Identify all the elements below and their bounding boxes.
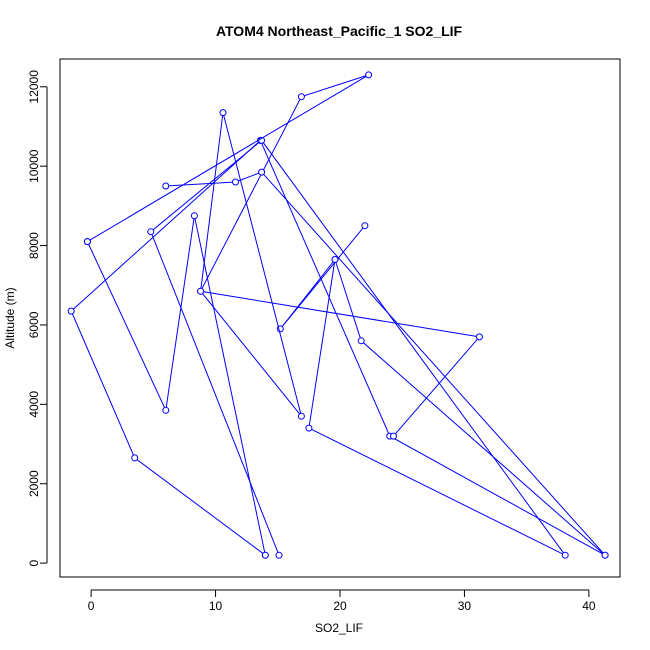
data-point xyxy=(197,287,205,295)
chart-title: ATOM4 Northeast_Pacific_1 SO2_LIF xyxy=(216,23,463,39)
x-axis-label: SO2_LIF xyxy=(315,621,363,635)
y-axis: 0 2000 4000 6000 8000 10000 12000 xyxy=(27,70,48,566)
data-point xyxy=(561,551,569,559)
series-line-3 xyxy=(87,74,481,437)
data-point xyxy=(601,551,609,559)
data-point xyxy=(190,212,198,220)
y-tick-label: 0 xyxy=(27,559,41,566)
data-point xyxy=(331,256,339,263)
y-tick-label: 2000 xyxy=(27,470,41,497)
data-point xyxy=(162,406,170,414)
series-line-4 xyxy=(86,215,266,556)
data-point xyxy=(261,551,269,559)
data-point xyxy=(147,228,155,236)
data-point xyxy=(232,178,239,186)
data-point xyxy=(365,71,373,79)
series-layer xyxy=(67,71,609,559)
y-tick-label: 4000 xyxy=(27,391,41,418)
data-point xyxy=(297,93,305,101)
data-point xyxy=(219,109,227,117)
y-tick-label: 8000 xyxy=(27,232,41,259)
x-axis: 0 10 20 30 40 xyxy=(88,589,596,613)
data-point xyxy=(275,551,283,559)
data-point xyxy=(67,307,75,315)
series-line-5 xyxy=(165,171,606,556)
data-point xyxy=(258,168,266,176)
x-tick-label: 10 xyxy=(209,599,223,613)
x-tick-label: 30 xyxy=(458,599,472,613)
data-point xyxy=(131,454,139,462)
data-point xyxy=(390,432,397,440)
plot-frame xyxy=(59,58,621,578)
data-point xyxy=(83,238,91,246)
data-point xyxy=(357,337,365,345)
y-tick-label: 6000 xyxy=(27,311,41,338)
data-point xyxy=(305,424,313,432)
x-tick-label: 20 xyxy=(333,599,347,613)
data-point xyxy=(162,182,170,190)
y-tick-label: 12000 xyxy=(27,70,41,104)
data-point xyxy=(361,222,369,230)
x-tick-label: 40 xyxy=(582,599,596,613)
data-point xyxy=(475,333,483,341)
data-point xyxy=(297,412,305,420)
y-axis-label: Altitude (m) xyxy=(3,287,17,348)
series-line-1 xyxy=(70,139,606,556)
x-tick-label: 0 xyxy=(88,599,95,613)
series-line-2 xyxy=(150,139,566,556)
y-tick-label: 10000 xyxy=(27,149,41,183)
